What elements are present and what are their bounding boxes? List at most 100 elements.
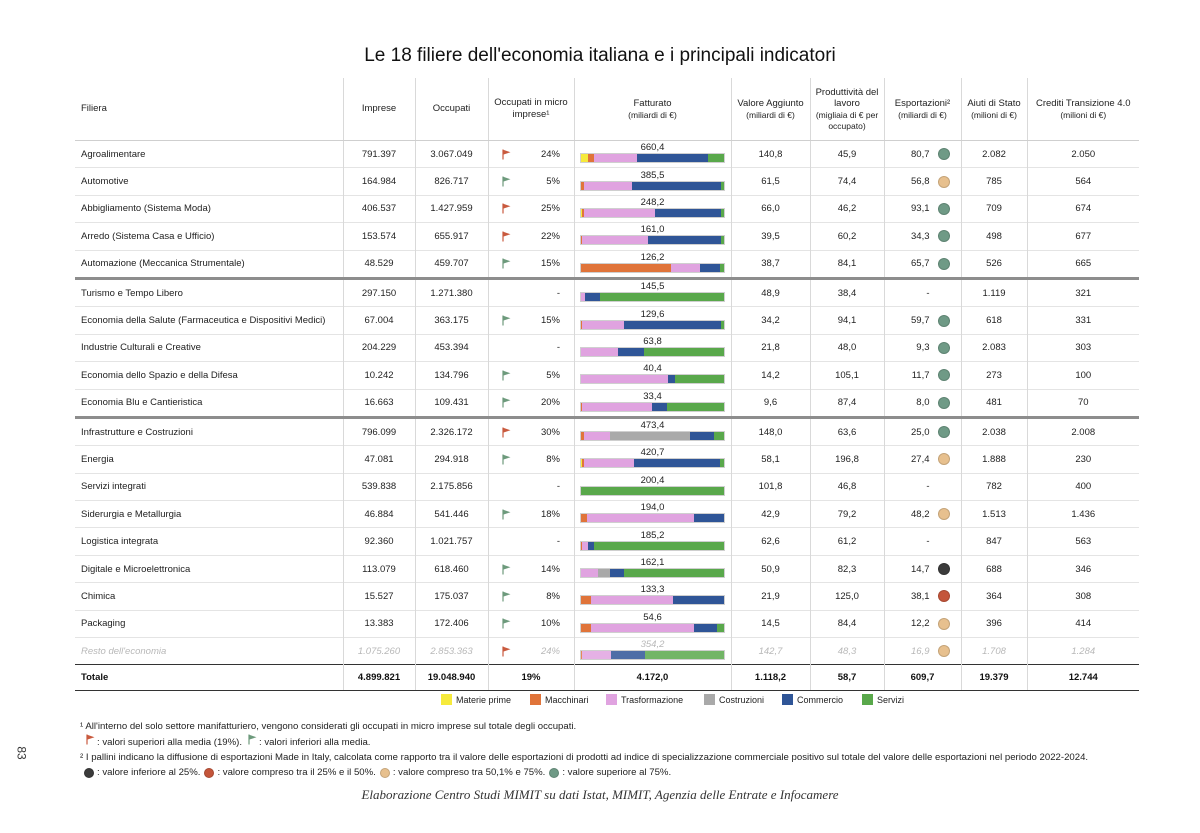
valore-aggiunto-value: 50,9 [730,554,810,583]
fatturato-value: 33,4 [643,390,662,402]
header-crediti-label: Crediti Transizione 4.0 [1035,97,1131,109]
header-fatturato-label: Fatturato [633,97,672,109]
fatturato-value: 194,0 [640,502,665,514]
bar-segment-trasformazione [582,402,653,411]
filiera-name: Agroalimentare [75,139,343,168]
bar-segment-macchinari [581,236,583,245]
legend-swatch-materie-prime [441,694,452,705]
footnote-dot-dark-text: : valore inferiore al 25%. [97,767,201,778]
micro-value: 24% [540,148,560,160]
aiuti-value: 481 [960,388,1027,418]
green-flag-icon [502,176,512,187]
orange-dot-icon [937,508,950,521]
footnote-1: ¹ All'interno del solo settore manifattu… [80,721,577,732]
fatturato-cell: 200,4 [573,472,731,501]
occupati-value: 1.021.757 [414,527,488,556]
bar-segment-servizi [721,181,724,190]
fatturato-cell: 660,4 [573,139,731,168]
aiuti-value: 618 [960,306,1027,335]
fatturato-value: 473,4 [640,420,665,432]
source-note: Elaborazione Centro Studi MIMIT su dati … [361,787,839,802]
micro-value: 18% [540,508,560,520]
crediti-value: 303 [1026,333,1139,362]
fatturato-value: 185,2 [640,529,665,541]
aiuti-value: 396 [960,609,1027,638]
legend-costruzioni: Costruzioni [704,694,764,705]
esportazioni-value: 12,2 [911,618,930,630]
bar-segment-macchinari [582,208,584,217]
bar-segment-costruzioni [609,432,690,441]
orange-dot-icon [937,617,950,630]
fatturato-cell: 63,8 [573,333,731,362]
esportazioni-value: 16,9 [911,645,930,657]
produttivita-value: 82,3 [809,554,884,583]
red-dot-icon [937,590,950,603]
footnote-green-flag-text: : valori inferiori alla media. [259,736,371,748]
bar-segment-trasformazione [582,320,624,329]
imprese-value: 791.397 [342,139,415,168]
esportazioni-value: 56,8 [911,176,930,188]
occupati-value: 459.707 [414,249,488,279]
table-row: Servizi integrati 539.838 2.175.856 - 200,4 1… [75,472,1139,501]
esportazioni-cell: 16,9 [883,637,961,665]
esportazioni-value: 38,1 [911,590,930,602]
bar-segment-trasformazione [582,651,612,660]
red-flag-icon [502,203,512,214]
bar-segment-servizi [623,569,724,578]
crediti-value: 230 [1026,445,1139,474]
micro-value: 30% [540,426,560,438]
fatturato-value: 660,4 [640,142,665,154]
produttivita-value: 94,1 [809,306,884,335]
header-esportazioni: Esportazioni² (miliardi di €) [883,78,961,141]
bar-segment-trasformazione [591,596,673,605]
bar-segment-trasformazione [593,154,637,163]
aiuti-value: 785 [960,167,1027,196]
valore-aggiunto-value: 38,7 [730,249,810,279]
filiera-name: Servizi integrati [75,472,343,501]
fatturato-value: 200,4 [640,474,665,486]
bar-segment-macchinari [581,432,584,441]
valore-aggiunto-value: 61,5 [730,167,810,196]
micro-value: 5% [546,369,560,381]
bar-segment-macchinari [582,459,584,468]
bar-segment-servizi [713,432,724,441]
crediti-value: 2.050 [1026,139,1139,168]
bar-segment-trasformazione [582,541,589,550]
imprese-value: 406.537 [342,194,415,223]
produttivita-value: 87,4 [809,388,884,418]
occupati-value: 109.431 [414,388,488,418]
filiera-name: Economia dello Spazio e della Difesa [75,361,343,390]
dark-dot-icon [84,767,94,778]
bar-segment-commercio [618,347,644,356]
bar-segment-macchinari [581,541,583,550]
bar-segment-servizi [581,486,724,495]
bar-segment-commercio [672,596,724,605]
bar-segment-macchinari [581,181,584,190]
green-flag-icon [502,315,512,326]
micro-cell: - [487,333,574,362]
occupati-value: 2.853.363 [414,637,488,665]
crediti-value: 564 [1026,167,1139,196]
fatturato-bar [580,207,725,218]
filiera-name: Resto dell'economia [75,637,343,665]
fatturato-bar [580,513,725,524]
green-dot-icon [937,314,950,327]
micro-cell: 5% [487,167,574,196]
aiuti-value: 1.708 [960,637,1027,665]
fatturato-cell: 354,2 [573,637,731,665]
total-micro: 19% [487,664,574,692]
green-flag-icon [502,454,512,465]
red-flag-icon [502,231,512,242]
header-occupati: Occupati [414,78,488,141]
header-fatturato: Fatturato (miliardi di €) [573,78,731,141]
bar-segment-macchinari [588,154,594,163]
bar-segment-servizi [645,651,724,660]
micro-cell: - [487,527,574,556]
produttivita-value: 48,3 [809,637,884,665]
total-row: Totale 4.899.821 19.048.940 19% 4.172,0 … [75,664,1139,692]
valore-aggiunto-value: 58,1 [730,445,810,474]
crediti-value: 70 [1026,388,1139,418]
fatturato-bar [580,458,725,469]
bar-segment-servizi [666,402,724,411]
fatturato-cell: 194,0 [573,500,731,528]
